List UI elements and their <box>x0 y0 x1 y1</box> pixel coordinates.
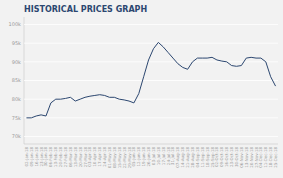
plot-area <box>26 42 275 117</box>
y-tick-label: 75k <box>12 115 21 121</box>
y-tick-label: 85k <box>12 77 21 83</box>
x-tick-label: 25-Dec-18 <box>273 147 278 168</box>
grid-line <box>24 80 278 81</box>
title: HISTORICAL PRICES GRAPH <box>24 5 147 14</box>
y-tick-label: 90k <box>12 59 21 65</box>
grid-line <box>24 117 278 118</box>
x-axis-line <box>24 144 278 145</box>
grid-line <box>24 136 278 137</box>
grid-line <box>24 24 278 25</box>
grid-line <box>24 43 278 44</box>
y-tick-label: 95k <box>12 40 21 46</box>
chart: HISTORICAL PRICES GRAPH 70k 75k 80k 85k 90k 95… <box>0 0 283 178</box>
y-tick-label: 100k <box>9 21 22 27</box>
background <box>0 0 283 178</box>
grid-line <box>24 61 278 62</box>
y-tick-label: 80k <box>12 96 21 102</box>
y-tick-label: 70k <box>12 133 21 139</box>
price-line <box>26 42 275 117</box>
